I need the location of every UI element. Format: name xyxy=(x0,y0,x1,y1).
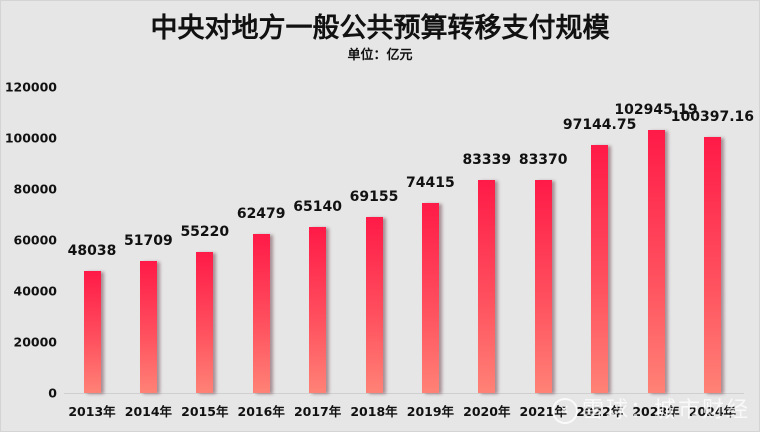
bar-value-label: 83370 xyxy=(518,152,568,169)
x-tick-label: 2020年 xyxy=(463,404,511,419)
chart-title: 中央对地方一般公共预算转移支付规模 xyxy=(150,13,610,44)
y-tick-label: 20000 xyxy=(13,334,58,350)
y-tick-label: 60000 xyxy=(13,232,58,248)
x-tick-label: 2018年 xyxy=(350,404,398,419)
x-tick-label: 2019年 xyxy=(406,404,455,419)
x-tick-label: 2015年 xyxy=(181,404,229,419)
y-tick-label: 100000 xyxy=(4,130,57,146)
y-tick-label: 120000 xyxy=(4,79,57,95)
bar-value-label: 65140 xyxy=(293,198,342,215)
x-tick-label: 2014年 xyxy=(124,404,173,419)
watermark-text: 雪球：城市财经 xyxy=(582,398,751,423)
x-tick-label: 2023年 xyxy=(632,404,680,419)
y-tick-label: 80000 xyxy=(13,181,58,197)
x-tick-label: 2016年 xyxy=(237,404,285,419)
bar-value-label: 97144.75 xyxy=(562,117,637,134)
bar xyxy=(365,216,383,393)
bar xyxy=(139,261,157,393)
chart-subtitle: 单位：亿元 xyxy=(347,48,413,63)
bar xyxy=(647,130,665,393)
bar xyxy=(421,203,439,393)
bar-value-label: 51709 xyxy=(124,233,173,250)
bar xyxy=(252,233,270,393)
y-tick-label: 40000 xyxy=(13,283,58,299)
bar-value-label: 102945.19 xyxy=(614,102,698,119)
x-tick-label: 2024年 xyxy=(688,404,737,419)
x-tick-label: 2022年 xyxy=(575,404,624,419)
bar xyxy=(309,226,327,393)
y-tick-label: 0 xyxy=(48,385,57,401)
snowball-logo-icon: ✕ xyxy=(552,398,578,424)
bar-value-label: 69155 xyxy=(349,188,399,205)
x-tick-label: 2013年 xyxy=(68,404,116,419)
bar xyxy=(83,270,101,393)
bar-value-label: 55220 xyxy=(180,224,230,241)
x-axis-line xyxy=(64,393,744,394)
bar xyxy=(196,252,214,393)
bar-value-label: 48038 xyxy=(67,242,117,259)
bar xyxy=(534,180,552,393)
bar xyxy=(478,180,496,393)
bar xyxy=(591,145,609,393)
bar-value-label: 74415 xyxy=(406,175,455,192)
bar-value-label: 83339 xyxy=(462,152,512,169)
x-tick-label: 2017年 xyxy=(293,404,342,419)
bar-value-label: 100397.16 xyxy=(670,108,755,125)
bar xyxy=(703,136,721,393)
bar-value-label: 62479 xyxy=(236,205,286,222)
watermark: ✕ 雪球：城市财经 xyxy=(552,392,750,424)
